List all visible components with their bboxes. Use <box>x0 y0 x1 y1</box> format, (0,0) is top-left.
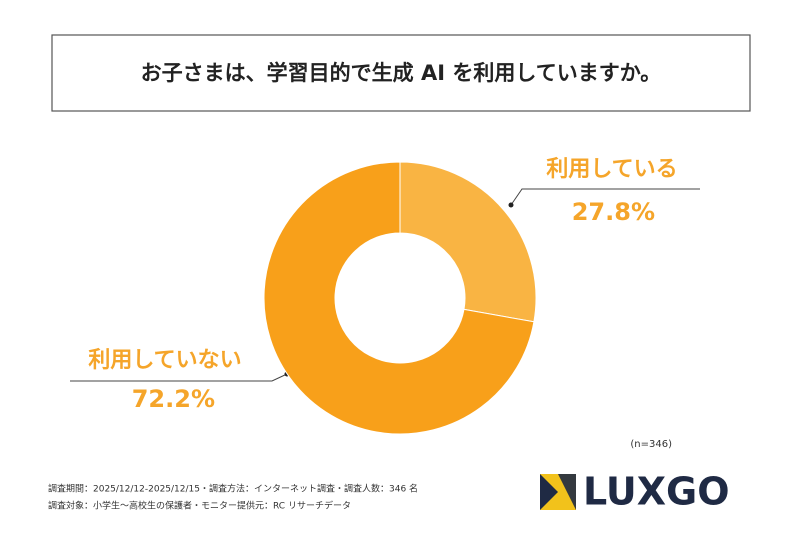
footnote: 調査期間：2025/12/12-2025/12/15・調査方法：インターネット調… <box>48 483 418 495</box>
donut-slice <box>399 161 537 323</box>
leader-dot <box>508 202 514 208</box>
footnote: 調査対象：小学生～高校生の保護者・モニター提供元：RC リサーチデータ <box>48 500 351 512</box>
title-box <box>51 34 751 112</box>
sample-note: (n=346) <box>630 439 672 450</box>
value-label: 27.8% <box>572 198 655 226</box>
chart-title: お子さまは、学習目的で生成 AI を利用していますか。 <box>141 61 662 85</box>
category-label: 利用している <box>546 157 677 182</box>
category-label: 利用していない <box>88 348 241 373</box>
logo-icon <box>540 474 576 510</box>
logo-text: LUXGO <box>583 470 730 514</box>
value-label: 72.2% <box>132 385 215 413</box>
leader-line <box>70 373 288 382</box>
leader-line <box>510 188 700 206</box>
donut-slice <box>263 161 535 435</box>
